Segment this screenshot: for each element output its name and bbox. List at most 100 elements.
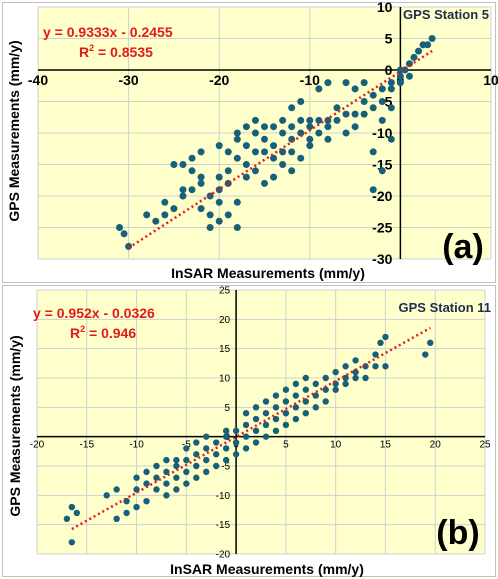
data-point — [242, 161, 250, 168]
trendline — [71, 326, 431, 531]
data-point — [324, 135, 332, 143]
data-point — [170, 161, 178, 168]
y-axis-title: GPS Measurements (mm/y) — [6, 40, 22, 221]
data-point — [251, 116, 259, 124]
data-point — [387, 79, 395, 87]
data-point — [68, 503, 76, 511]
data-point — [233, 198, 241, 206]
data-point — [123, 509, 130, 517]
data-point — [282, 386, 290, 393]
data-point — [306, 135, 314, 143]
data-point — [224, 148, 232, 156]
data-point — [360, 98, 368, 105]
data-point — [143, 211, 151, 219]
data-point — [170, 205, 178, 213]
x-tick-label: 20 — [430, 440, 442, 451]
data-point — [252, 404, 260, 411]
data-point — [312, 404, 319, 411]
data-point — [73, 509, 81, 517]
data-point — [193, 462, 200, 470]
data-point — [369, 186, 377, 194]
data-point — [333, 116, 341, 124]
data-point — [382, 363, 389, 370]
data-point — [369, 91, 377, 99]
data-point — [302, 386, 309, 393]
data-point — [261, 135, 268, 143]
data-point — [173, 462, 180, 470]
data-point — [173, 456, 180, 464]
data-point — [415, 47, 423, 55]
x-tick-label: -20 — [209, 72, 229, 88]
x-tick-label: 15 — [380, 440, 392, 451]
data-point — [272, 392, 280, 399]
data-point — [424, 41, 432, 49]
data-point — [282, 421, 290, 429]
data-point — [315, 85, 323, 93]
data-point — [351, 85, 359, 93]
data-point — [282, 398, 290, 405]
x-tick-label: -30 — [118, 72, 138, 88]
data-point — [377, 339, 384, 346]
data-point — [232, 451, 240, 458]
data-point — [133, 503, 140, 511]
data-point — [203, 468, 210, 476]
y-tick-label: 10 — [219, 374, 231, 385]
data-point — [378, 85, 386, 93]
data-point — [405, 60, 413, 68]
data-point — [279, 161, 287, 168]
data-point — [193, 439, 200, 446]
data-point — [315, 116, 323, 124]
x-tick-label: 10 — [330, 440, 342, 451]
data-point — [203, 433, 210, 440]
data-point — [173, 474, 180, 481]
data-point — [297, 154, 305, 162]
data-point — [282, 410, 290, 417]
data-point — [387, 135, 395, 143]
regression-equation: y = 0.952x - 0.0326 — [33, 305, 155, 321]
y-tick-label: -25 — [372, 219, 392, 235]
data-point — [315, 129, 323, 137]
data-point — [322, 386, 329, 393]
data-point — [163, 468, 170, 476]
y-tick-label: -15 — [216, 520, 231, 531]
data-point — [324, 123, 332, 131]
plot-area — [37, 290, 485, 554]
data-point — [342, 374, 349, 382]
data-point — [288, 104, 296, 112]
data-point — [342, 363, 349, 370]
data-point — [242, 421, 250, 429]
data-point — [342, 129, 350, 137]
data-point — [183, 480, 190, 487]
data-point — [224, 167, 232, 175]
data-point — [378, 98, 386, 105]
station-label: GPS Station 11 — [399, 300, 491, 315]
x-tick-label: -20 — [30, 440, 45, 451]
scatter-chart-b: -20-15-10-50510152025-20-15-10-505101520… — [7, 286, 491, 578]
data-point — [252, 427, 260, 434]
panel-label: (b) — [436, 514, 479, 552]
data-point — [197, 205, 205, 213]
data-point — [197, 179, 205, 187]
data-point — [222, 445, 230, 452]
trendline — [127, 49, 433, 249]
data-point — [312, 392, 319, 399]
data-point — [352, 374, 359, 382]
y-tick-label: 10 — [377, 0, 393, 15]
data-point — [251, 167, 259, 175]
data-point — [206, 224, 214, 231]
r-squared-label: R2 = 0.946 — [70, 324, 136, 341]
data-point — [215, 217, 223, 225]
data-point — [242, 433, 250, 440]
data-point — [306, 116, 314, 124]
data-point — [163, 492, 170, 499]
data-point — [322, 374, 329, 382]
data-point — [188, 167, 196, 175]
x-tick-label: 10 — [483, 72, 498, 88]
x-tick-label: -40 — [28, 72, 48, 88]
data-point — [153, 486, 160, 493]
data-point — [233, 135, 241, 143]
data-point — [382, 333, 389, 341]
data-point — [322, 398, 329, 405]
data-point — [372, 351, 379, 358]
